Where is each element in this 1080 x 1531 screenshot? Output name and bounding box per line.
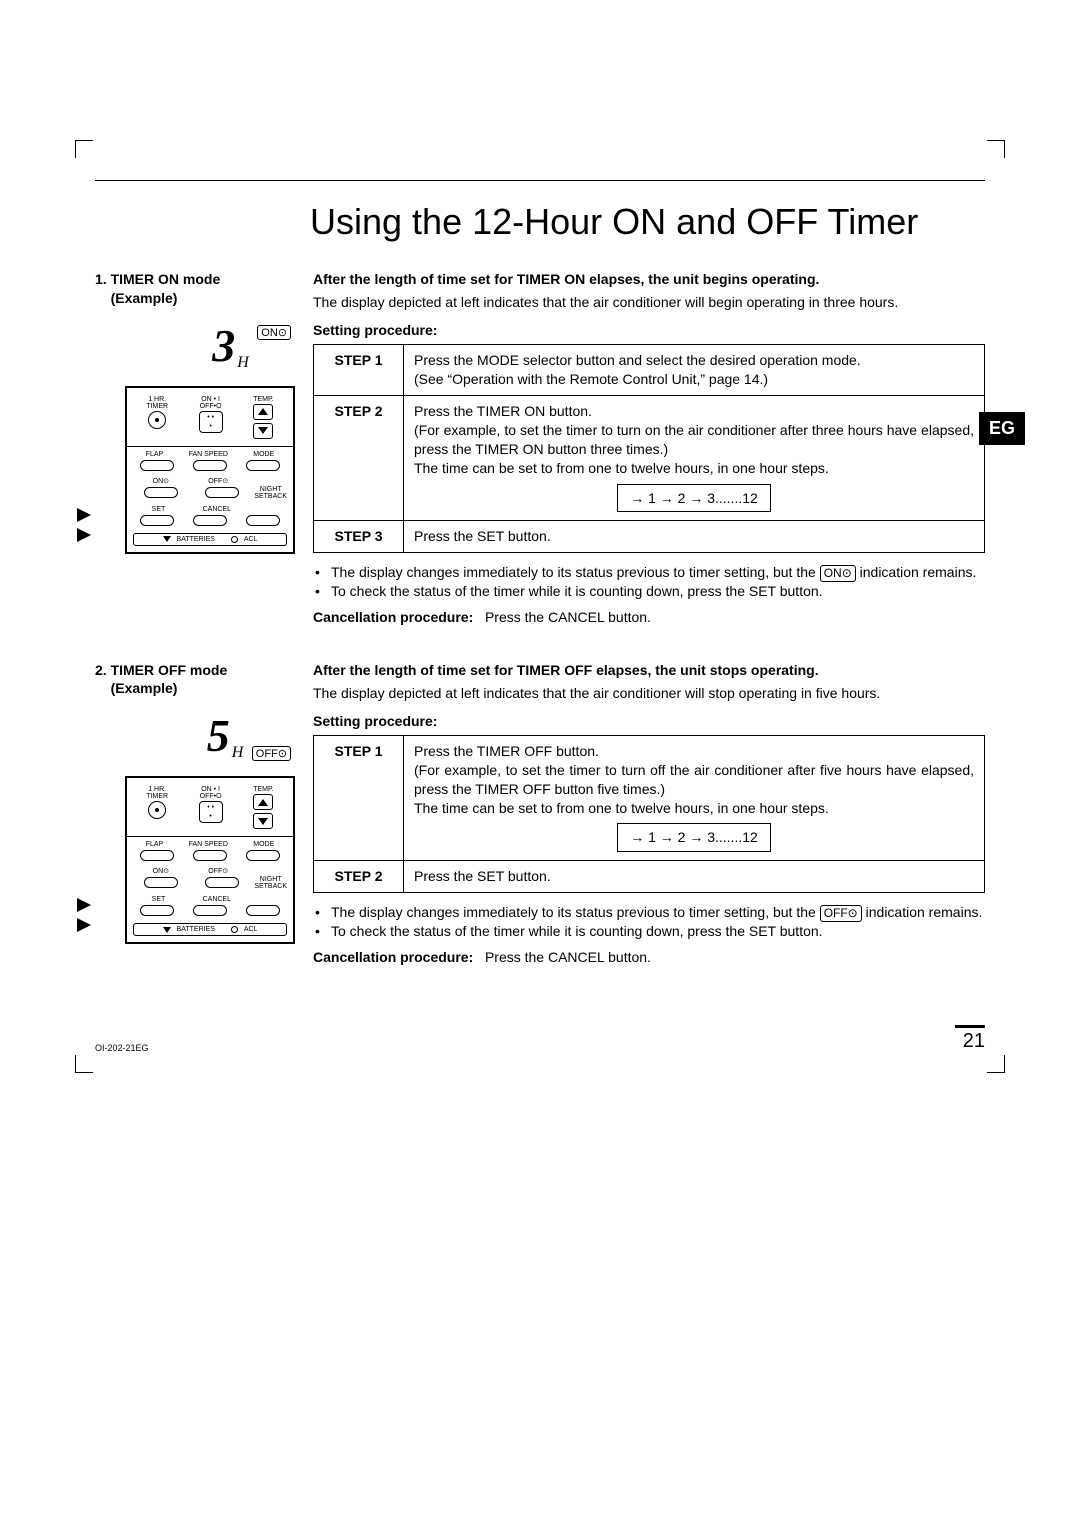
steps-table-2: STEP 1 Press the TIMER OFF button. (For … — [313, 735, 985, 893]
notes-list: The display changes immediately to its s… — [313, 563, 985, 601]
arrow-icon — [77, 898, 91, 912]
section1-lead: After the length of time set for TIMER O… — [313, 270, 985, 289]
arrow-icon — [77, 918, 91, 932]
display-example-on: 3H ON⊙ — [95, 319, 295, 372]
crop-mark — [987, 1055, 1005, 1073]
step-text: Press the TIMER OFF button. (For example… — [404, 735, 985, 860]
step-text: Press the SET button. — [404, 521, 985, 553]
crop-mark — [987, 140, 1005, 158]
step-text: Press the MODE selector button and selec… — [404, 345, 985, 396]
step-text: Press the TIMER ON button. (For example,… — [404, 395, 985, 520]
cancellation-line: Cancellation procedure: Press the CANCEL… — [313, 949, 985, 965]
footer-code: OI-202-21EG — [95, 1043, 149, 1053]
setting-procedure-label: Setting procedure: — [313, 713, 985, 729]
crop-mark — [75, 140, 93, 158]
section2-body: The display depicted at left indicates t… — [313, 684, 985, 703]
top-rule — [95, 180, 985, 181]
section1-heading: 1. TIMER ON mode (Example) — [95, 270, 295, 306]
cancellation-line: Cancellation procedure: Press the CANCEL… — [313, 609, 985, 625]
page-title: Using the 12-Hour ON and OFF Timer — [310, 201, 985, 242]
display-example-off: 5H OFF⊙ — [95, 709, 295, 762]
arrow-icon — [77, 508, 91, 522]
section2-heading: 2. TIMER OFF mode (Example) — [95, 661, 295, 697]
language-tab: EG — [979, 412, 1025, 445]
steps-table-1: STEP 1 Press the MODE selector button an… — [313, 344, 985, 553]
crop-mark — [75, 1055, 93, 1073]
notes-list: The display changes immediately to its s… — [313, 903, 985, 941]
remote-diagram: 1 HR. TIMER ON • IOFF•O TEMP. FLAPFAN SP… — [125, 386, 295, 554]
section2-lead: After the length of time set for TIMER O… — [313, 661, 985, 680]
step-text: Press the SET button. — [404, 861, 985, 893]
remote-diagram: 1 HR. TIMER ON • IOFF•O TEMP. FLAPFAN SP… — [125, 776, 295, 944]
page-number: 21 — [955, 1025, 985, 1053]
arrow-icon — [77, 528, 91, 542]
setting-procedure-label: Setting procedure: — [313, 322, 985, 338]
section1-body: The display depicted at left indicates t… — [313, 293, 985, 312]
